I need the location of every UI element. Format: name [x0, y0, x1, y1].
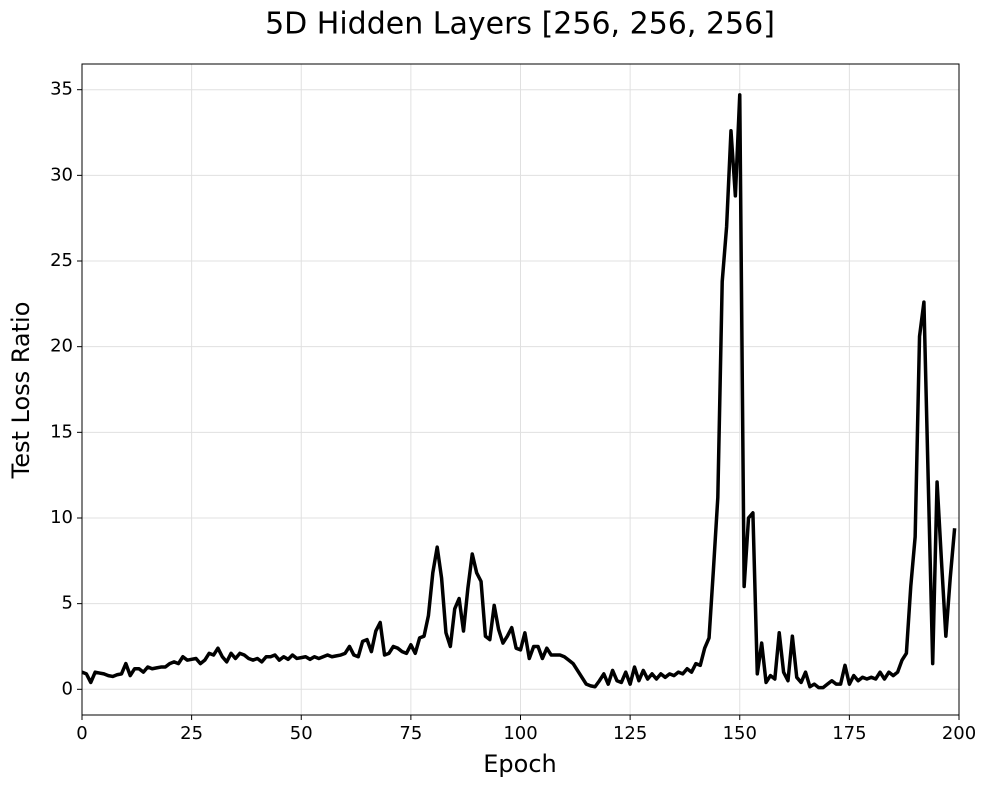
x-tick-label: 125 — [613, 723, 647, 744]
y-tick-label: 10 — [50, 507, 73, 528]
y-tick-label: 30 — [50, 164, 73, 185]
y-tick-label: 0 — [62, 678, 73, 699]
x-tick-label: 75 — [399, 723, 422, 744]
y-axis-label: Test Loss Ratio — [7, 302, 35, 480]
plot-frame — [81, 63, 960, 716]
x-tick-label: 150 — [723, 723, 757, 744]
y-tick-label: 5 — [62, 593, 73, 614]
chart-title: 5D Hidden Layers [256, 256, 256] — [265, 7, 775, 42]
y-tick-label: 35 — [50, 79, 73, 100]
x-tick-label: 100 — [503, 723, 537, 744]
x-tick-label: 50 — [290, 723, 313, 744]
y-tick-label: 15 — [50, 421, 73, 442]
x-tick-label: 0 — [76, 723, 87, 744]
y-tick-label: 25 — [50, 250, 73, 271]
x-tick-label: 175 — [832, 723, 866, 744]
y-tick-label: 20 — [50, 336, 73, 357]
x-tick-label: 25 — [180, 723, 203, 744]
x-tick-label: 200 — [942, 723, 976, 744]
data-line — [81, 93, 957, 690]
x-axis-label: Epoch — [483, 750, 557, 778]
